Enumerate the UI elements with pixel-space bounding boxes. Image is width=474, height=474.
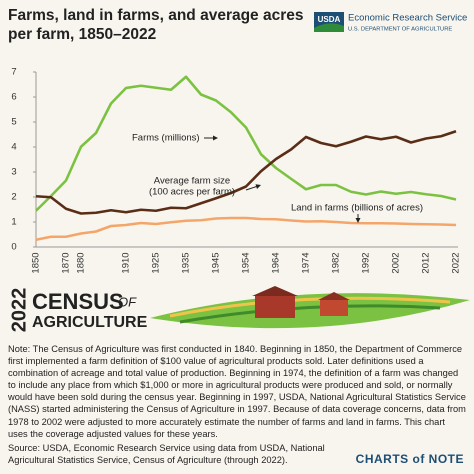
source: Source: USDA, Economic Research Service … [8,443,325,466]
x-tick-label: 1974 [301,252,312,273]
y-tick-label: 1 [11,217,16,228]
x-tick-label: 1964 [271,252,282,273]
shed-roof [318,292,350,300]
logo: USDA Economic Research Service U.S. DEPA… [314,12,467,33]
shed [320,300,348,316]
arrow-head [213,135,218,141]
x-tick-label: 1954 [241,252,252,273]
footer-brand: CHARTS of NOTE [355,452,464,466]
chart-title: Farms, land in farms, and average acres … [8,7,304,43]
logo-department: U.S. DEPARTMENT OF AGRICULTURE [348,27,452,33]
banner-word: CENSUS [32,289,124,314]
barn-roof [252,286,298,296]
x-tick-label: 1910 [121,252,132,273]
annotation-arrow [245,185,259,191]
arrow-head [355,218,361,223]
census-banner: 2022 CENSUS OF AGRICULTURE [8,286,470,332]
annotation: Farms (millions) [132,133,200,144]
x-tick-label: 1992 [361,252,372,273]
series-line [35,130,457,215]
field [150,293,470,329]
banner-year: 2022 [8,288,30,333]
x-tick-label: 2002 [391,252,402,273]
x-tick-label: 1982 [331,252,342,273]
x-tick-label: 1880 [76,252,87,273]
logo-mark: USDA [318,15,341,24]
y-tick-label: 3 [11,167,16,178]
chart: USDA Economic Research Service U.S. DEPA… [8,12,470,332]
x-tick-label: 1870 [61,252,72,273]
field-stripe [179,304,441,324]
series-line [35,216,457,242]
banner-word: OF [118,294,137,309]
x-tick-label: 1925 [151,252,162,273]
note: Note: The Census of Agriculture was firs… [8,344,466,439]
banner-word: AGRICULTURE [32,314,148,331]
y-tick-label: 7 [11,67,16,78]
x-tick-label: 1945 [211,252,222,273]
y-tick-label: 6 [11,92,16,103]
annotation: Land in farms (billions of acres) [291,203,423,214]
barn [255,296,295,318]
logo-agency: Economic Research Service [348,13,467,24]
x-tick-label: 2022 [451,252,462,273]
y-tick-label: 2 [11,192,16,203]
y-tick-label: 5 [11,117,16,128]
field-stripe [169,296,451,318]
x-tick-label: 1850 [31,252,42,273]
series-line [35,75,457,212]
logo-field [314,23,344,32]
annotation: Average farm size [154,176,230,187]
x-tick-label: 1935 [181,252,192,273]
arrow-head [255,184,261,189]
annotation: (100 acres per farm) [149,187,235,198]
y-tick-label: 0 [11,242,16,253]
y-tick-label: 4 [11,142,16,153]
x-tick-label: 2012 [421,252,432,273]
